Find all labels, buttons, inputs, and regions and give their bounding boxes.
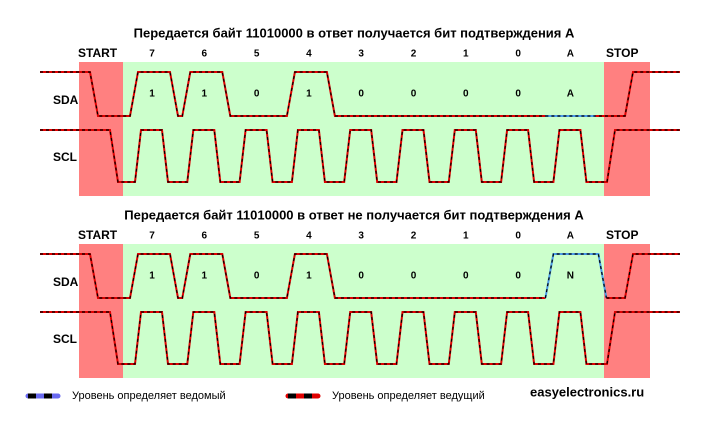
sda-master-wave-dash <box>40 71 680 117</box>
bit-value: 1 <box>202 89 208 100</box>
site-name: easyelectronics.ru <box>530 384 644 399</box>
bit-number: A <box>567 49 574 60</box>
bit-number: 7 <box>149 49 155 60</box>
bit-number: 0 <box>515 231 521 242</box>
bit-number: 6 <box>202 49 208 60</box>
bit-value: 0 <box>411 271 417 282</box>
bit-number: A <box>567 231 574 242</box>
stop-label: STOP <box>606 46 638 60</box>
bit-value: A <box>567 89 574 100</box>
bit-value: 0 <box>515 271 521 282</box>
bit-value: 0 <box>515 89 521 100</box>
bit-value: 0 <box>254 271 260 282</box>
sda-stop-wave-dash <box>606 253 680 299</box>
bit-number: 1 <box>463 231 469 242</box>
bit-value: N <box>567 271 574 282</box>
bit-number: 5 <box>254 49 260 60</box>
legend: Уровень определяет ведомый Уровень опред… <box>25 384 644 402</box>
start-label: START <box>78 228 118 242</box>
sda-label: SDA <box>53 93 79 107</box>
stop-label: STOP <box>606 228 638 242</box>
bit-value: 1 <box>149 89 155 100</box>
bit-number: 2 <box>411 231 417 242</box>
bit-number: 4 <box>306 49 312 60</box>
sda-label: SDA <box>53 275 79 289</box>
bit-value: 1 <box>306 271 312 282</box>
panel: Передается байт 11010000 в ответ не полу… <box>40 207 680 378</box>
bit-number: 3 <box>358 231 364 242</box>
bit-value: 1 <box>149 271 155 282</box>
bit-value: 0 <box>358 89 364 100</box>
bit-number: 1 <box>463 49 469 60</box>
panel-title: Передается байт 11010000 в ответ не полу… <box>124 207 584 222</box>
bit-number: 4 <box>306 231 312 242</box>
bit-value: 0 <box>254 89 260 100</box>
bit-value: 0 <box>358 271 364 282</box>
scl-wave-dash <box>40 129 680 183</box>
bit-number: 7 <box>149 231 155 242</box>
legend-label: Уровень определяет ведомый <box>72 390 226 402</box>
bit-number: 2 <box>411 49 417 60</box>
panel-title: Передается байт 11010000 в ответ получае… <box>134 25 575 40</box>
legend-label: Уровень определяет ведущий <box>332 390 485 402</box>
scl-label: SCL <box>53 332 77 346</box>
start-label: START <box>78 46 118 60</box>
bit-number: 0 <box>515 49 521 60</box>
scl-label: SCL <box>53 150 77 164</box>
panel: Передается байт 11010000 в ответ получае… <box>40 25 680 196</box>
bit-value: 0 <box>463 271 469 282</box>
bit-value: 0 <box>411 89 417 100</box>
sda-slave-wave-dash <box>544 253 607 299</box>
scl-wave-dash <box>40 311 680 365</box>
bit-value: 1 <box>202 271 208 282</box>
bit-value: 0 <box>463 89 469 100</box>
bit-number: 3 <box>358 49 364 60</box>
sda-master-wave-dash <box>40 253 546 299</box>
bit-number: 5 <box>254 231 260 242</box>
bit-value: 1 <box>306 89 312 100</box>
bit-number: 6 <box>202 231 208 242</box>
